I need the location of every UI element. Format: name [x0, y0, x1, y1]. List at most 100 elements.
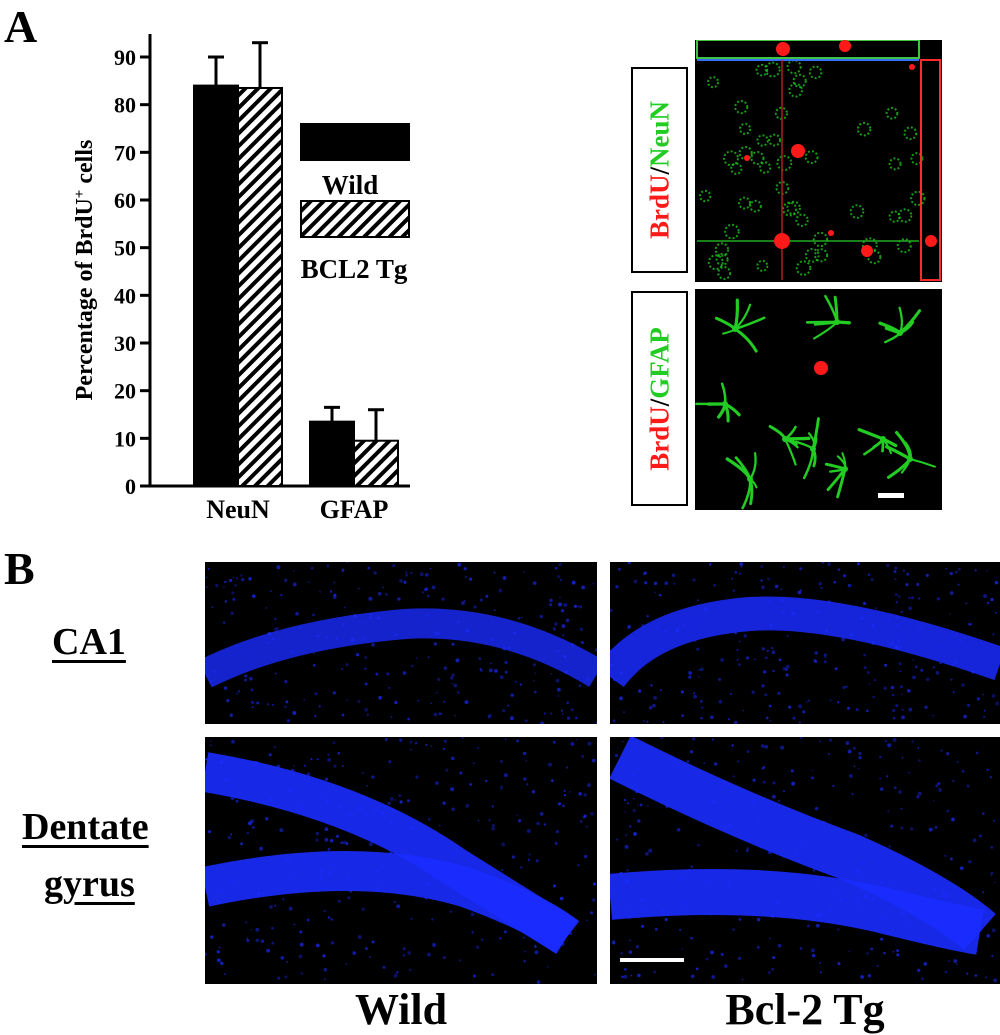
nucleus-speckle — [563, 794, 567, 797]
nucleus-speckle — [240, 842, 243, 846]
nucleus-speckle — [912, 675, 916, 680]
nucleus-speckle — [827, 753, 830, 756]
nucleus-speckle — [248, 821, 252, 826]
neuron-nucleus — [738, 196, 752, 210]
nucleus-speckle — [327, 847, 331, 851]
nucleus-speckle — [488, 668, 493, 673]
nucleus-speckle — [690, 974, 695, 979]
nucleus-speckle — [917, 746, 920, 749]
granule-layer-lower — [610, 869, 984, 955]
nucleus-speckle — [516, 739, 519, 743]
nucleus-speckle — [897, 595, 901, 598]
nucleus-speckle — [938, 788, 943, 792]
neuron-nucleus — [814, 248, 829, 263]
nucleus-speckle — [646, 615, 649, 618]
nucleus-speckle — [410, 572, 413, 575]
nucleus-speckle — [624, 968, 627, 971]
nucleus-speckle — [771, 650, 776, 655]
nucleus-speckle — [210, 935, 214, 939]
nucleus-speckle — [812, 869, 816, 872]
nucleus-speckle — [393, 973, 398, 978]
nucleus-speckle — [539, 614, 544, 619]
nucleus-speckle — [223, 586, 225, 588]
nucleus-speckle — [504, 738, 507, 740]
nucleus-speckle — [823, 653, 827, 657]
nucleus-speckle — [584, 854, 588, 859]
pyramidal-layer — [610, 596, 1000, 688]
nucleus-speckle — [558, 602, 562, 607]
nucleus-speckle — [732, 589, 736, 592]
column-label-wild: Wild — [354, 985, 448, 1034]
astrocyte-process — [887, 457, 912, 479]
neuron-nucleus — [792, 73, 807, 88]
nucleus-speckle — [870, 947, 874, 951]
nucleus-speckle — [892, 708, 896, 713]
nucleus-speckle — [995, 701, 1000, 706]
nucleus-speckle — [284, 705, 287, 709]
nucleus-speckle — [642, 572, 646, 576]
nucleus-speckle — [763, 670, 767, 674]
nucleus-speckle — [692, 578, 696, 582]
nucleus-speckle — [928, 827, 933, 832]
nucleus-speckle — [837, 962, 841, 966]
nucleus-speckle — [751, 690, 755, 694]
nucleus-speckle — [654, 591, 657, 594]
nucleus-speckle — [425, 743, 428, 747]
nucleus-speckle — [438, 712, 441, 715]
nucleus-speckle — [862, 601, 867, 606]
astrocyte-soma — [907, 456, 913, 462]
nucleus-speckle — [457, 691, 460, 694]
nucleus-speckle — [346, 699, 349, 702]
nucleus-speckle — [739, 919, 741, 921]
nucleus-speckle — [902, 569, 906, 572]
nucleus-speckle — [499, 937, 502, 940]
astrocyte-process — [863, 437, 885, 456]
nucleus-speckle — [207, 830, 212, 834]
nucleus-speckle — [430, 702, 432, 705]
astrocyte-soma — [897, 330, 903, 336]
astrocyte-soma — [880, 436, 886, 442]
nucleus-speckle — [459, 771, 463, 775]
nucleus-speckle — [767, 971, 771, 975]
nucleus-speckle — [697, 599, 699, 602]
nucleus-speckle — [218, 946, 221, 949]
nucleus-speckle — [760, 565, 763, 568]
nucleus-speckle — [624, 833, 628, 837]
nucleus-speckle — [614, 754, 618, 758]
nucleus-speckle — [761, 647, 765, 651]
nucleus-speckle — [440, 712, 443, 715]
neuron-nucleus — [715, 253, 729, 266]
nucleus-speckle — [405, 573, 408, 577]
nucleus-speckle — [312, 663, 316, 667]
nucleus-speckle — [738, 640, 741, 643]
nucleus-speckle — [990, 597, 994, 602]
nucleus-speckle — [314, 692, 318, 696]
nucleus-speckle — [985, 976, 988, 979]
nucleus-speckle — [465, 576, 468, 579]
nucleus-speckle — [560, 709, 563, 712]
nucleus-speckle — [632, 808, 636, 813]
nucleus-speckle — [975, 751, 979, 755]
nucleus-speckle — [371, 940, 375, 944]
nucleus-speckle — [443, 700, 446, 703]
nucleus-speckle — [366, 784, 369, 787]
nucleus-speckle — [493, 609, 496, 612]
nucleus-speckle — [268, 753, 272, 757]
nucleus-speckle — [271, 926, 274, 930]
nucleus-speckle — [847, 749, 852, 754]
nucleus-speckle — [920, 668, 924, 672]
nucleus-speckle — [829, 699, 832, 702]
nucleus-speckle — [652, 703, 656, 708]
nucleus-speckle — [581, 754, 585, 759]
nucleus-speckle — [382, 965, 386, 969]
nucleus-speckle — [492, 824, 495, 827]
ca1-bcl2-image — [610, 562, 1000, 724]
bar-neun-wild — [193, 84, 239, 487]
nucleus-speckle — [658, 593, 662, 597]
nucleus-speckle — [944, 854, 947, 857]
nucleus-speckle — [318, 705, 321, 708]
brdu-cell — [909, 64, 915, 70]
nucleus-speckle — [705, 957, 709, 961]
nucleus-speckle — [524, 719, 528, 723]
nucleus-speckle — [937, 782, 941, 785]
